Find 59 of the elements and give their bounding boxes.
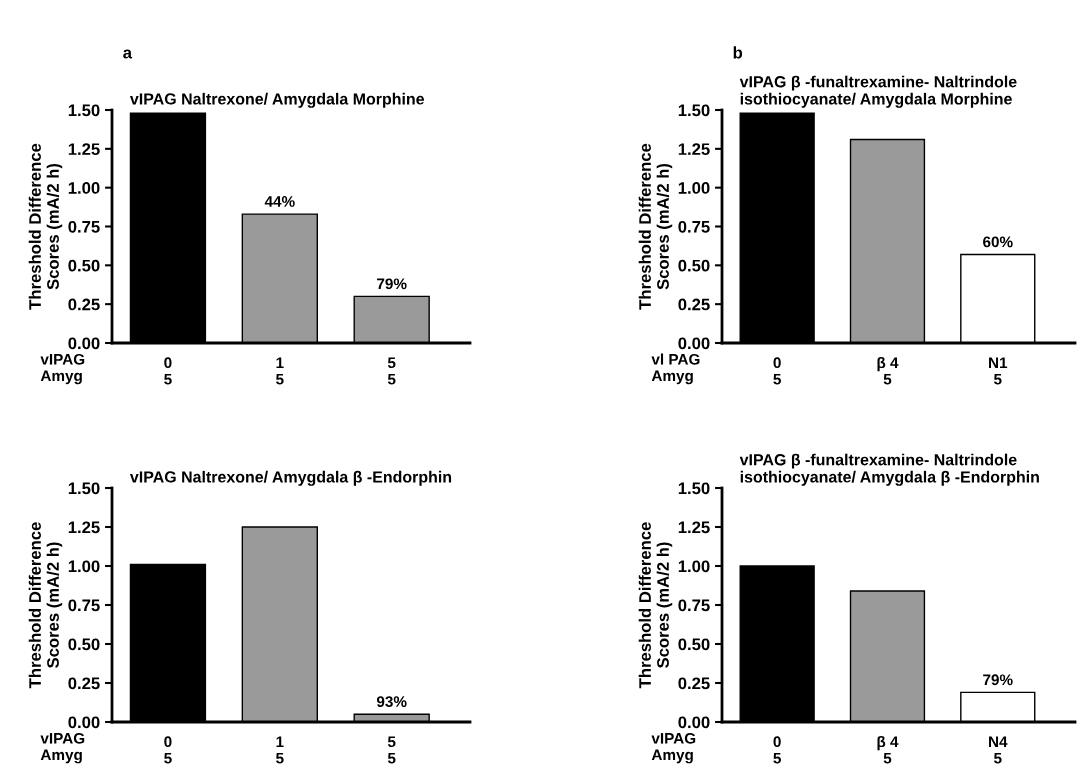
chart-title: vIPAG Naltrexone/ Amygdala Morphine bbox=[129, 92, 425, 108]
y-tick-label: 1.25 bbox=[678, 521, 710, 534]
y-axis-title: Threshold Difference Scores (mA/2 h) bbox=[638, 522, 673, 689]
y-tick-label: 1.50 bbox=[678, 482, 710, 495]
y-tick-label: 0.00 bbox=[68, 337, 100, 350]
x-tick-label: 0 5 bbox=[164, 357, 172, 385]
y-tick-label: 1.50 bbox=[68, 104, 100, 117]
y-tick-label: 0.00 bbox=[678, 337, 710, 350]
y-tick-label: 1.50 bbox=[68, 482, 100, 495]
annotation: 44% bbox=[264, 196, 295, 207]
text: vIPAG Amyg bbox=[40, 353, 85, 385]
x-tick-label: 1 5 bbox=[276, 357, 284, 385]
y-tick-label: 0.25 bbox=[68, 677, 100, 690]
y-tick-label: 0.50 bbox=[68, 259, 100, 272]
y-tick-label: 0.25 bbox=[678, 298, 710, 311]
text: vIPAG Amyg bbox=[40, 732, 85, 764]
y-tick-label: 0.50 bbox=[678, 638, 710, 651]
y-tick-label: 0.75 bbox=[678, 220, 710, 233]
y-tick-label: 0.75 bbox=[68, 220, 100, 233]
x-tick-label: 0 5 bbox=[773, 736, 781, 764]
y-tick-label: 1.25 bbox=[678, 143, 710, 156]
y-axis-title: Threshold Difference Scores (mA/2 h) bbox=[28, 522, 63, 689]
annotation: 93% bbox=[376, 696, 407, 708]
y-tick-label: 0.25 bbox=[68, 298, 100, 311]
y-tick-label: 1.25 bbox=[68, 521, 100, 534]
chart-title: vIPAG β -funaltrexamine- Naltrindole isothiocyanate/ Amygdala Morphine bbox=[739, 75, 1017, 108]
y-tick-label: 1.00 bbox=[68, 182, 100, 194]
annotation: 60% bbox=[983, 236, 1013, 248]
y-tick-label: 1.00 bbox=[68, 560, 100, 573]
y-tick-label: 0.00 bbox=[68, 716, 100, 729]
y-tick-label: 1.25 bbox=[68, 143, 100, 156]
x-tick-label: 5 5 bbox=[387, 357, 396, 385]
x-tick-label: 0 5 bbox=[773, 357, 781, 385]
x-tick-label: β 4 5 bbox=[877, 735, 899, 764]
y-axis-title: Threshold Difference Scores (mA/2 h) bbox=[638, 143, 673, 310]
annotation: 79% bbox=[983, 674, 1013, 686]
x-tick-label: N1 5 bbox=[989, 357, 1008, 385]
x-tick-label: 1 5 bbox=[276, 736, 284, 764]
y-tick-label: 1.00 bbox=[678, 560, 710, 573]
chart-title: vIPAG Naltrexone/ Amygdala β -Endorphin bbox=[129, 470, 452, 486]
y-tick-label: 0.75 bbox=[68, 599, 100, 612]
text: b bbox=[733, 46, 743, 59]
text: vIPAG Amyg bbox=[651, 732, 696, 764]
text: vl PAG Amyg bbox=[651, 353, 700, 385]
y-tick-label: 0.25 bbox=[678, 677, 710, 690]
text: a bbox=[123, 49, 133, 59]
y-tick-label: 0.50 bbox=[678, 259, 710, 272]
x-tick-label: N4 5 bbox=[989, 736, 1008, 764]
x-tick-label: β 4 5 bbox=[877, 356, 899, 385]
y-tick-label: 1.50 bbox=[678, 104, 710, 117]
x-tick-label: 5 5 bbox=[387, 736, 396, 764]
x-tick-label: 0 5 bbox=[164, 736, 172, 764]
annotation: 79% bbox=[377, 278, 407, 290]
y-tick-label: 0.00 bbox=[678, 716, 710, 729]
y-tick-label: 0.75 bbox=[678, 599, 710, 612]
y-tick-label: 0.50 bbox=[68, 638, 100, 651]
chart-title: vIPAG β -funaltrexamine- Naltrindole isothiocyanate/ Amygdala β -Endorphin bbox=[739, 453, 1039, 486]
y-tick-label: 1.00 bbox=[678, 182, 710, 194]
y-axis-title: Threshold Difference Scores (mA/2 h) bbox=[28, 143, 63, 310]
